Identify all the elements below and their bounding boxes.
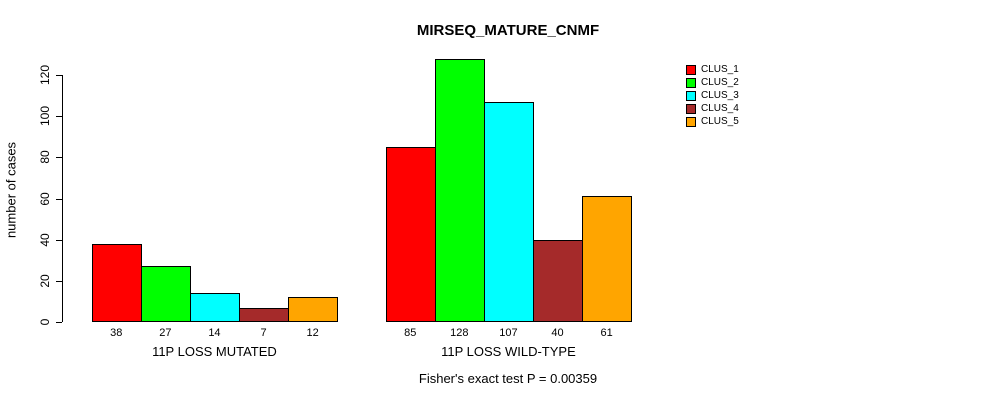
bar-clus_3 bbox=[483, 101, 534, 322]
legend-item: CLUS_1 bbox=[686, 63, 739, 76]
legend-label: CLUS_5 bbox=[701, 116, 739, 127]
bar-clus_2 bbox=[434, 58, 485, 322]
legend: CLUS_1 CLUS_2 CLUS_3 CLUS_4 CLUS_5 bbox=[686, 63, 739, 128]
y-tick-mark bbox=[56, 280, 62, 282]
bar-value-label: 12 bbox=[306, 327, 319, 339]
y-tick-mark bbox=[56, 157, 62, 159]
y-tick-mark bbox=[56, 322, 62, 323]
legend-swatch bbox=[686, 64, 696, 75]
bar-value-label: 38 bbox=[110, 327, 123, 339]
y-axis-line bbox=[62, 75, 63, 322]
legend-label: CLUS_3 bbox=[701, 90, 739, 101]
bar-value-label: 7 bbox=[260, 327, 267, 339]
legend-swatch bbox=[686, 103, 696, 114]
y-tick-label: 20 bbox=[38, 274, 52, 288]
bar-value-label: 85 bbox=[404, 327, 417, 339]
bar-clus_4 bbox=[533, 239, 584, 322]
bar-value-label: 61 bbox=[600, 327, 613, 339]
chart-title: MIRSEQ_MATURE_CNMF bbox=[416, 22, 600, 39]
legend-item: CLUS_4 bbox=[686, 102, 739, 115]
bar-clus_3 bbox=[189, 293, 240, 322]
legend-swatch bbox=[686, 90, 696, 101]
legend-label: CLUS_4 bbox=[701, 103, 739, 114]
y-tick-label: 40 bbox=[38, 232, 52, 247]
y-tick-label: 0 bbox=[38, 318, 52, 326]
legend-item: CLUS_3 bbox=[686, 89, 739, 102]
caption-fishers-test: Fisher's exact test P = 0.00359 bbox=[418, 371, 598, 386]
bar-value-label: 128 bbox=[450, 327, 469, 339]
legend-swatch bbox=[686, 116, 696, 127]
legend-item: CLUS_5 bbox=[686, 115, 739, 128]
bar-clus_4 bbox=[239, 307, 290, 322]
bar-clus_5 bbox=[582, 196, 633, 322]
x-group-label: 11P LOSS MUTATED bbox=[152, 344, 277, 359]
x-group-label: 11P LOSS WILD-TYPE bbox=[441, 344, 576, 359]
y-tick-mark bbox=[56, 75, 62, 76]
y-tick-mark bbox=[56, 116, 62, 118]
bar-value-label: 107 bbox=[499, 327, 518, 339]
bar-value-label: 14 bbox=[208, 327, 221, 339]
legend-item: CLUS_2 bbox=[686, 76, 739, 89]
y-tick-label: 100 bbox=[38, 106, 52, 127]
bar-clus_2 bbox=[140, 266, 191, 322]
y-tick-label: 120 bbox=[38, 64, 52, 86]
bar-value-label: 40 bbox=[551, 327, 564, 339]
bar-clus_5 bbox=[288, 297, 339, 322]
y-axis-label: number of cases bbox=[3, 141, 19, 239]
bar-clus_1 bbox=[91, 243, 142, 322]
bar-clus_1 bbox=[385, 147, 436, 322]
legend-label: CLUS_1 bbox=[701, 64, 739, 75]
legend-label: CLUS_2 bbox=[701, 77, 739, 88]
legend-swatch bbox=[686, 77, 696, 88]
y-tick-label: 80 bbox=[38, 150, 52, 165]
y-tick-mark bbox=[56, 239, 62, 241]
y-tick-label: 60 bbox=[38, 191, 52, 206]
y-tick-mark bbox=[56, 198, 62, 200]
bar-value-label: 27 bbox=[159, 327, 172, 339]
